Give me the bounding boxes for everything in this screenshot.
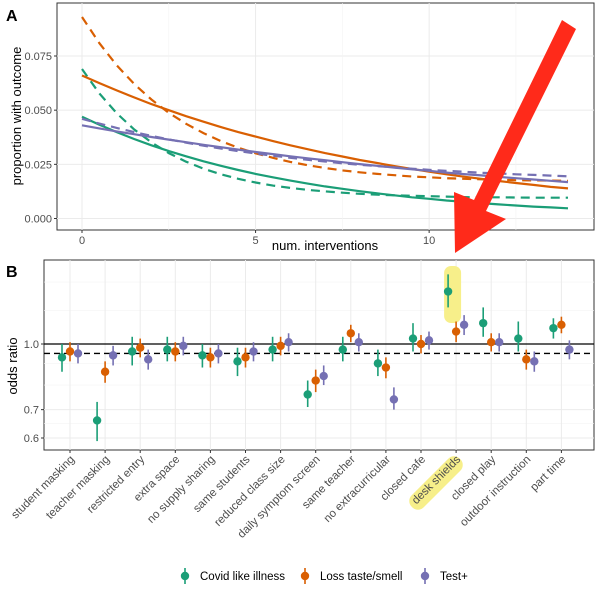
y-tick-label-b: 0.6 (24, 433, 39, 445)
x-tick-label-b: student masking (9, 454, 77, 522)
data-point (416, 339, 426, 349)
data-point (144, 355, 153, 364)
data-point (233, 357, 242, 366)
data-point (479, 318, 488, 328)
data-point (171, 347, 180, 356)
plot-area-b (43, 259, 595, 451)
series-line (81, 117, 569, 178)
data-point (346, 329, 355, 338)
data-point (557, 320, 566, 329)
x-axis-label-a: num. interventions (272, 238, 379, 253)
data-point (522, 355, 531, 364)
annotation-arrow (454, 20, 576, 253)
panel-label-b: B (6, 264, 18, 281)
data-point (179, 341, 188, 351)
data-point (459, 320, 469, 329)
data-point (565, 345, 574, 354)
data-point (514, 334, 523, 343)
red-arrow-shape (454, 20, 576, 253)
data-point (249, 347, 258, 356)
series-line (81, 16, 569, 182)
data-point (338, 345, 347, 354)
data-point (100, 367, 110, 376)
data-point (163, 345, 172, 354)
legend-label: Test+ (440, 571, 468, 583)
y-tick-label-a: 0.050 (24, 105, 52, 117)
data-point (57, 353, 67, 362)
x-tick-label-a: 10 (423, 235, 435, 247)
data-point (198, 351, 207, 360)
legend-label: Covid like illness (200, 571, 285, 583)
highlight-label-marker (409, 456, 463, 510)
x-tick-label-b: teacher masking (44, 454, 112, 522)
data-point (65, 347, 75, 356)
data-point (487, 337, 496, 347)
y-tick-label-a: 0.025 (24, 159, 52, 171)
data-point (408, 334, 418, 343)
data-point (311, 376, 320, 385)
data-point (303, 390, 312, 399)
x-tick-label-a: 5 (253, 235, 259, 247)
plot-area-a (56, 2, 595, 231)
data-point (443, 287, 453, 296)
y-tick-label-b: 0.7 (24, 405, 39, 417)
legend-label: Loss taste/smell (320, 571, 402, 583)
y-tick-label-a: 0.075 (24, 51, 52, 63)
data-point (495, 337, 504, 347)
data-point (284, 337, 293, 347)
legend-key-point (300, 571, 310, 581)
data-point (389, 395, 399, 404)
data-point (214, 349, 223, 358)
x-tick-label-b: no extracurricular (322, 454, 393, 525)
data-point (549, 323, 558, 333)
data-point (373, 359, 383, 368)
data-point (451, 327, 461, 336)
y-axis-label-b: odds ratio (5, 337, 20, 394)
y-tick-label-b: 1.0 (24, 339, 39, 351)
x-tick-label-b: outdoor instruction (458, 454, 533, 529)
data-point (206, 353, 215, 362)
legend-key-point (180, 571, 190, 581)
y-tick-label-a: 0.000 (24, 214, 52, 226)
data-point (530, 357, 539, 366)
data-point (424, 336, 434, 345)
data-point (276, 341, 285, 351)
legend-key-point (420, 571, 430, 581)
data-point (92, 416, 102, 425)
data-point (354, 337, 363, 347)
data-point (241, 353, 250, 362)
y-axis-label-a: proportion with outcome (9, 47, 24, 186)
x-tick-label-b: part time (528, 454, 568, 494)
data-point (136, 343, 145, 352)
data-point (319, 371, 328, 381)
data-point (73, 349, 83, 358)
panel-a: 0.000 0.025 0.050 0.075 0 5 10 num. interventio… (6, 2, 595, 253)
x-tick-label-a: 0 (79, 235, 85, 247)
data-point (268, 345, 277, 354)
legend: Covid like illness Loss taste/smell Test+ (180, 568, 468, 584)
panel-label-a: A (6, 8, 18, 25)
data-point (381, 363, 391, 372)
data-point (128, 347, 137, 356)
data-point (108, 351, 118, 360)
